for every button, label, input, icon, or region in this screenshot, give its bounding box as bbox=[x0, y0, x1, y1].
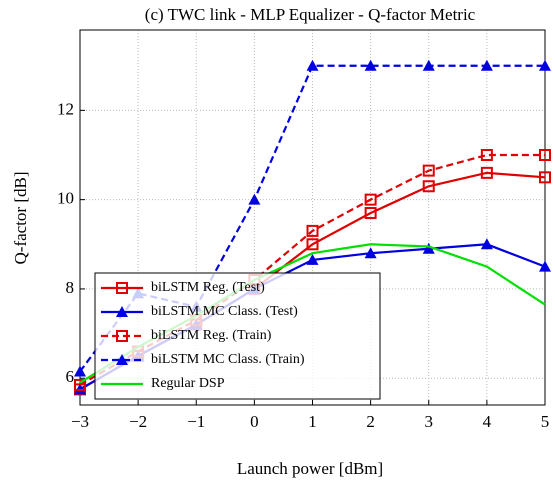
y-axis-label: Q-factor [dB] bbox=[11, 172, 30, 265]
y-tick-label: 6 bbox=[66, 367, 75, 386]
legend-label: Regular DSP bbox=[151, 376, 225, 391]
y-tick-label: 12 bbox=[57, 99, 74, 118]
x-tick-label: 4 bbox=[483, 412, 492, 431]
data-point bbox=[539, 260, 551, 272]
y-tick-label: 8 bbox=[66, 278, 75, 297]
data-point bbox=[422, 180, 435, 193]
data-point bbox=[422, 164, 435, 177]
data-point bbox=[364, 59, 377, 71]
x-tick-label: 2 bbox=[366, 412, 375, 431]
x-tick-label: −1 bbox=[187, 412, 205, 431]
x-axis-label: Launch power [dBm] bbox=[237, 459, 383, 478]
data-point bbox=[539, 59, 551, 71]
data-point bbox=[480, 149, 493, 161]
data-point bbox=[364, 247, 377, 259]
data-point bbox=[480, 59, 493, 71]
x-tick-label: 1 bbox=[308, 412, 317, 431]
legend-marker bbox=[116, 282, 128, 294]
data-point bbox=[422, 242, 435, 254]
data-point bbox=[74, 378, 86, 391]
data-point bbox=[422, 59, 435, 71]
legend-box bbox=[94, 272, 381, 400]
x-tick-label: 3 bbox=[425, 412, 434, 431]
data-point bbox=[364, 193, 377, 206]
data-point bbox=[306, 224, 319, 237]
x-tick-label: −3 bbox=[71, 412, 89, 431]
data-point bbox=[74, 365, 86, 377]
x-tick-label: −2 bbox=[129, 412, 147, 431]
legend-label: biLSTM MC Class. (Train) bbox=[151, 352, 305, 367]
legend-label: biLSTM Reg. (Train) bbox=[151, 328, 272, 343]
data-point bbox=[539, 149, 551, 161]
data-point bbox=[306, 238, 319, 251]
plot-frame bbox=[79, 29, 546, 406]
data-point bbox=[74, 383, 86, 395]
legend-label: biLSTM MC Class. (Test) bbox=[151, 304, 298, 319]
data-point bbox=[480, 166, 493, 179]
data-point bbox=[539, 171, 551, 184]
data-point bbox=[364, 207, 377, 220]
data-point bbox=[306, 59, 319, 71]
data-point bbox=[480, 238, 493, 250]
data-point bbox=[306, 253, 319, 265]
y-tick-label: 10 bbox=[57, 189, 74, 208]
legend: biLSTM Reg. (Test) biLSTM MC Class. (Test… bbox=[94, 272, 381, 400]
data-point bbox=[248, 193, 261, 205]
legend-marker bbox=[116, 354, 128, 365]
x-tick-label: 5 bbox=[541, 412, 550, 431]
legend-label: biLSTM Reg. (Test) bbox=[151, 280, 265, 295]
chart-title: (c) TWC link - MLP Equalizer - Q-factor … bbox=[145, 5, 476, 24]
legend-marker bbox=[116, 306, 128, 317]
legend-marker bbox=[116, 330, 128, 342]
x-tick-label: 0 bbox=[250, 412, 259, 431]
